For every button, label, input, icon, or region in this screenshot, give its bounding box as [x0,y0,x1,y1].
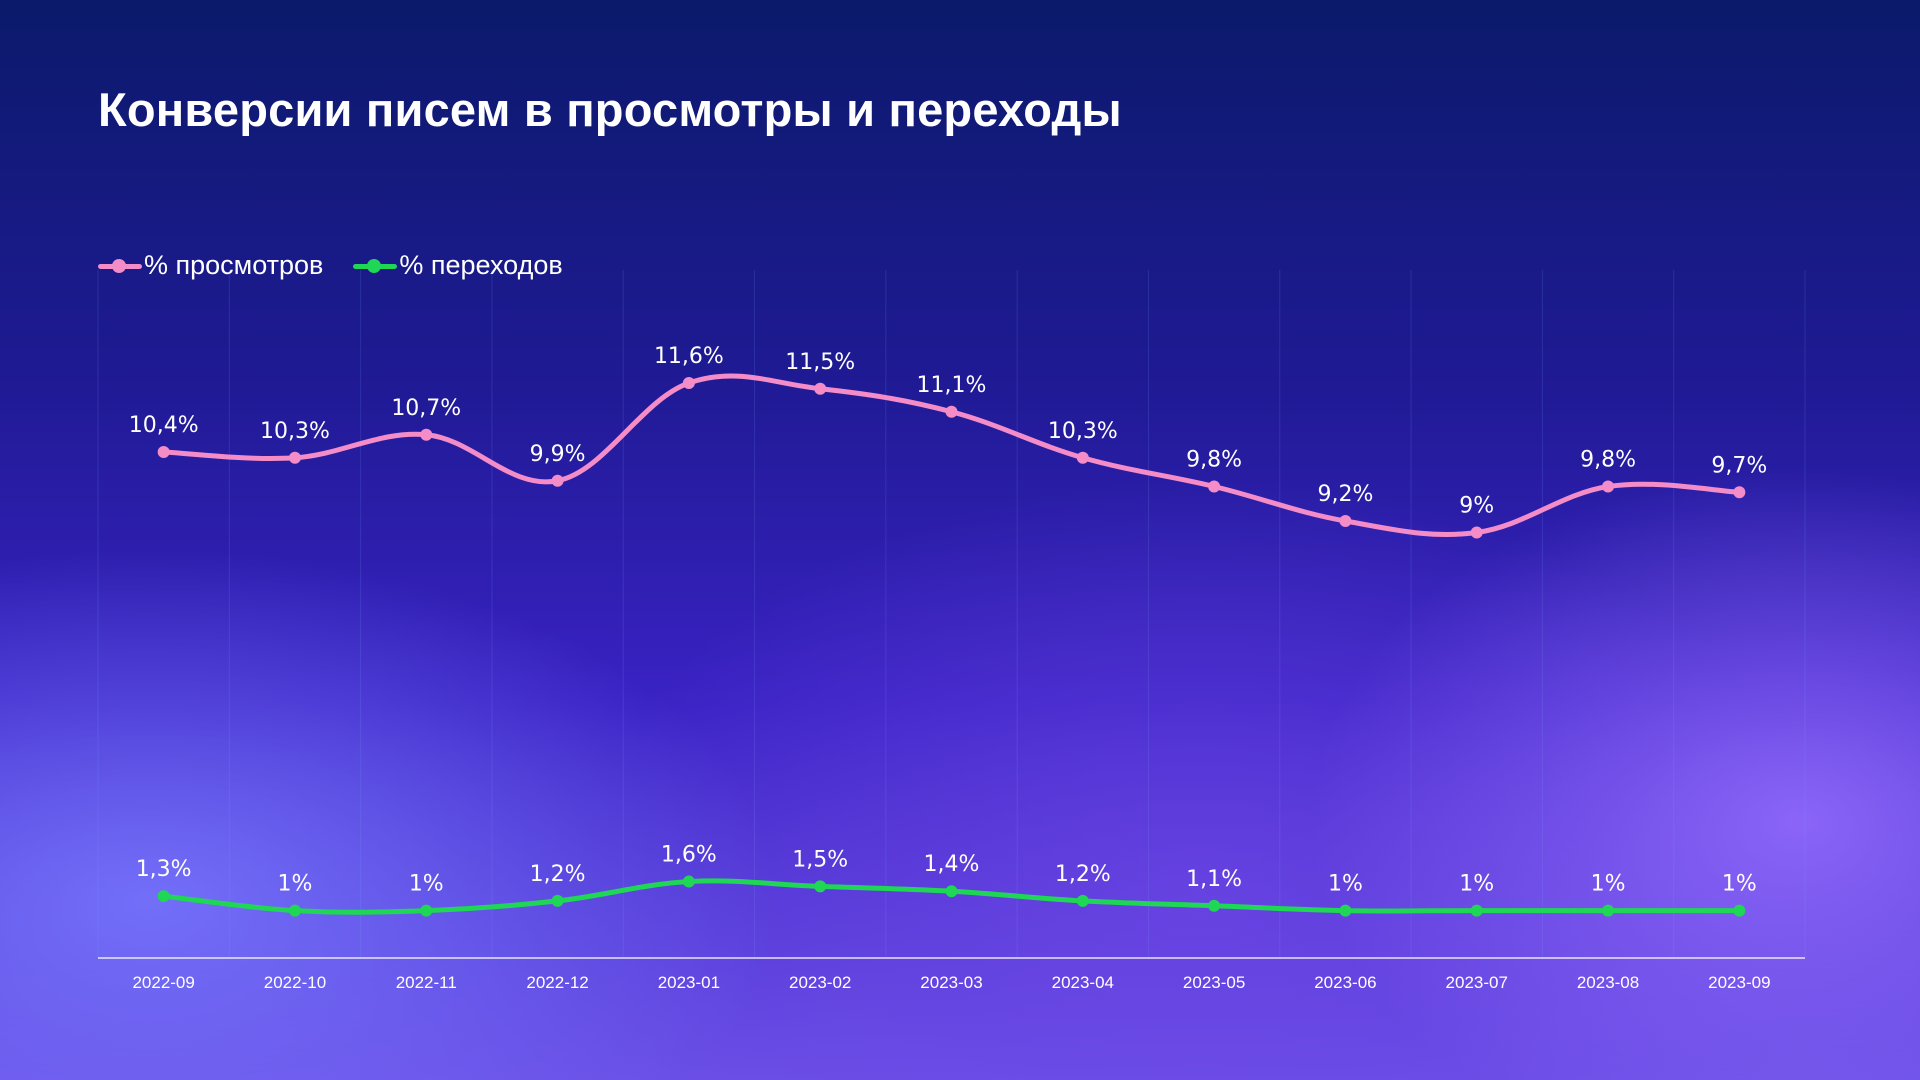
data-label-views: 9,9% [530,442,586,467]
data-label-views: 11,1% [917,373,987,398]
data-point-clicks[interactable] [157,890,170,903]
data-point-clicks[interactable] [1076,894,1089,907]
data-label-views: 9,2% [1317,482,1373,507]
data-label-clicks: 1% [278,872,313,897]
data-point-clicks[interactable] [1733,904,1746,917]
data-point-clicks[interactable] [1208,899,1221,912]
data-point-clicks[interactable] [682,875,695,888]
data-point-views[interactable] [1339,515,1352,527]
chart-legend: % просмотров % переходов [98,250,563,281]
data-label-views: 10,7% [391,396,461,421]
data-label-views: 10,3% [1048,419,1118,444]
data-label-clicks: 1% [409,872,444,897]
data-point-clicks[interactable] [1470,904,1483,917]
data-label-clicks: 1% [1459,872,1494,897]
x-tick-label: 2023-05 [1183,973,1245,992]
legend-swatch-clicks [353,256,398,276]
data-label-clicks: 1,1% [1186,867,1242,892]
legend-label-views: % просмотров [144,250,324,280]
data-point-views[interactable] [1733,486,1746,499]
x-tick-label: 2023-04 [1052,973,1114,992]
x-tick-label: 2023-03 [920,973,982,992]
data-label-views: 9% [1459,494,1494,519]
data-label-clicks: 1% [1591,872,1626,897]
x-tick-label: 2023-09 [1708,973,1770,992]
data-label-views: 10,3% [260,419,330,444]
data-point-views[interactable] [551,474,564,487]
data-label-clicks: 1,5% [792,847,848,872]
data-point-clicks[interactable] [1602,904,1615,917]
data-point-clicks[interactable] [814,880,827,893]
data-label-clicks: 1,4% [924,852,980,877]
data-label-views: 10,4% [129,413,199,438]
x-tick-label: 2023-06 [1314,973,1376,992]
data-label-views: 9,7% [1711,453,1767,478]
data-point-views[interactable] [1470,526,1483,539]
data-point-views[interactable] [814,382,827,395]
x-tick-label: 2023-07 [1446,973,1508,992]
data-label-views: 11,6% [654,344,724,369]
data-label-clicks: 1% [1328,872,1363,897]
page-title: Конверсии писем в просмотры и переходы [98,83,1122,136]
x-tick-label: 2022-10 [264,973,326,992]
legend-swatch-views [98,256,142,276]
data-label-clicks: 1,2% [1055,862,1111,887]
data-point-views[interactable] [1602,480,1615,493]
data-label-views: 9,8% [1580,448,1636,473]
data-point-clicks[interactable] [1339,904,1352,917]
data-label-clicks: 1% [1722,872,1757,897]
x-tick-label: 2022-11 [396,973,457,992]
legend-item-clicks[interactable]: % переходов [353,250,563,281]
data-label-clicks: 1,2% [530,862,586,887]
data-point-views[interactable] [682,377,695,389]
data-point-views[interactable] [288,451,301,464]
x-tick-label: 2023-01 [658,973,720,992]
data-label-clicks: 1,6% [661,843,717,868]
legend-item-views[interactable]: % просмотров [98,250,323,281]
data-point-views[interactable] [1208,480,1221,493]
x-tick-label: 2022-09 [132,973,194,992]
data-point-views[interactable] [157,446,170,458]
x-tick-label: 2022-12 [526,973,588,992]
x-tick-label: 2023-08 [1577,973,1639,992]
data-point-clicks[interactable] [551,894,564,907]
legend-label-clicks: % переходов [399,250,563,280]
data-label-clicks: 1,3% [136,857,192,882]
data-point-clicks[interactable] [945,885,958,898]
x-tick-label: 2023-02 [789,973,851,992]
data-point-views[interactable] [1076,451,1089,464]
data-point-clicks[interactable] [420,904,433,917]
data-point-clicks[interactable] [288,904,301,917]
data-point-views[interactable] [945,405,958,418]
data-label-views: 9,8% [1186,448,1242,473]
data-point-views[interactable] [420,428,433,441]
data-label-views: 11,5% [785,350,855,375]
